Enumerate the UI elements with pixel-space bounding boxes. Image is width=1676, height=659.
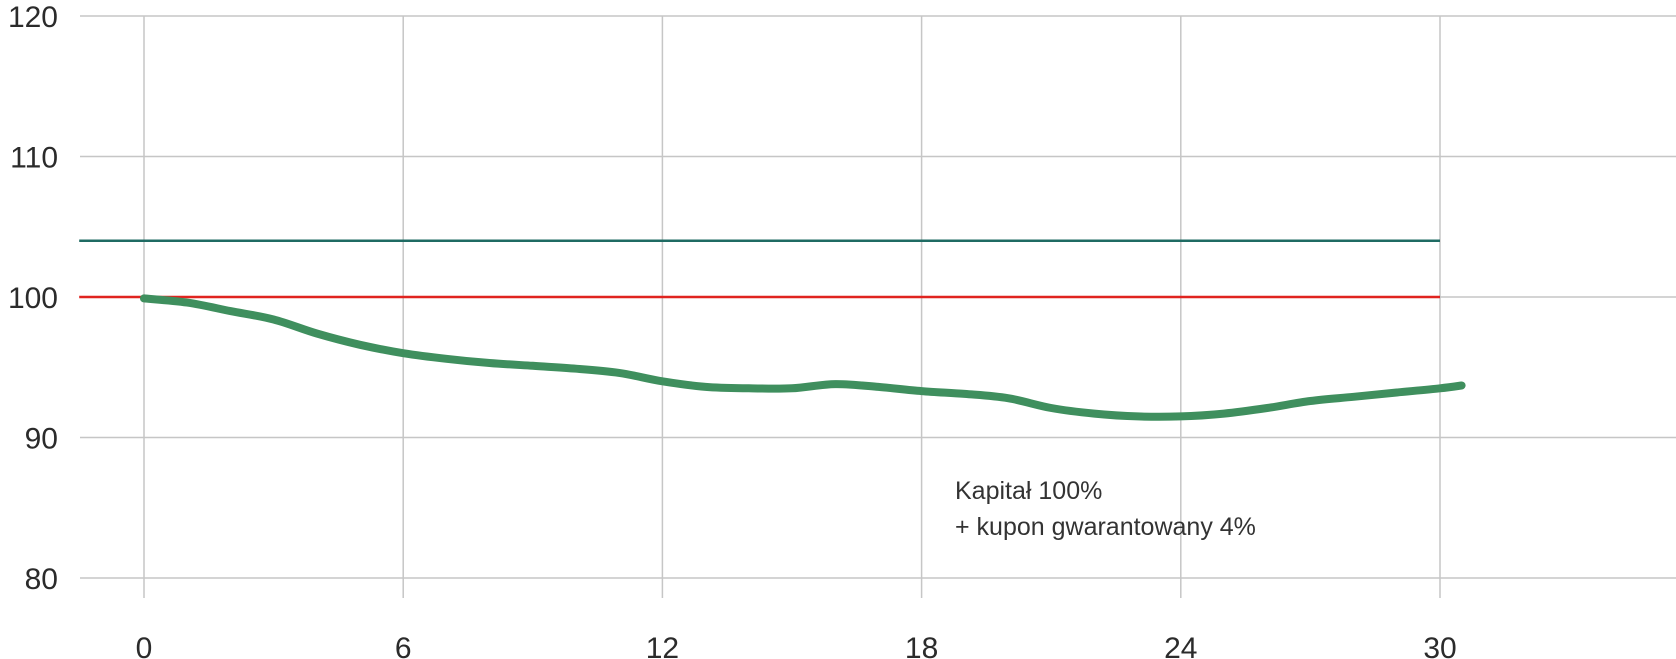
x-tick-label: 30 [1423, 632, 1456, 659]
y-tick-label: 120 [8, 1, 58, 34]
series-group [140, 294, 1466, 421]
y-axis-tick-labels: 80 90 100 110 120 [8, 1, 58, 596]
x-axis-tick-labels: 0 6 12 18 24 30 [136, 632, 1457, 659]
x-tick-label: 12 [646, 632, 679, 659]
x-tick-label: 0 [136, 632, 153, 659]
y-tick-label: 80 [25, 563, 58, 596]
x-tick-label: 24 [1164, 632, 1197, 659]
annotation: Kapitał 100% + kupon gwarantowany 4% [955, 477, 1256, 541]
grid [80, 15, 1676, 598]
x-tick-label: 6 [395, 632, 412, 659]
annotation-line-2: + kupon gwarantowany 4% [955, 513, 1256, 541]
y-tick-label: 90 [25, 423, 58, 456]
y-tick-label: 100 [8, 282, 58, 315]
reference-lines [79, 239, 1440, 299]
series-line-1 [140, 294, 1466, 421]
y-tick-label: 110 [10, 142, 58, 175]
annotation-line-1: Kapitał 100% [955, 477, 1102, 505]
x-tick-label: 18 [905, 632, 938, 659]
